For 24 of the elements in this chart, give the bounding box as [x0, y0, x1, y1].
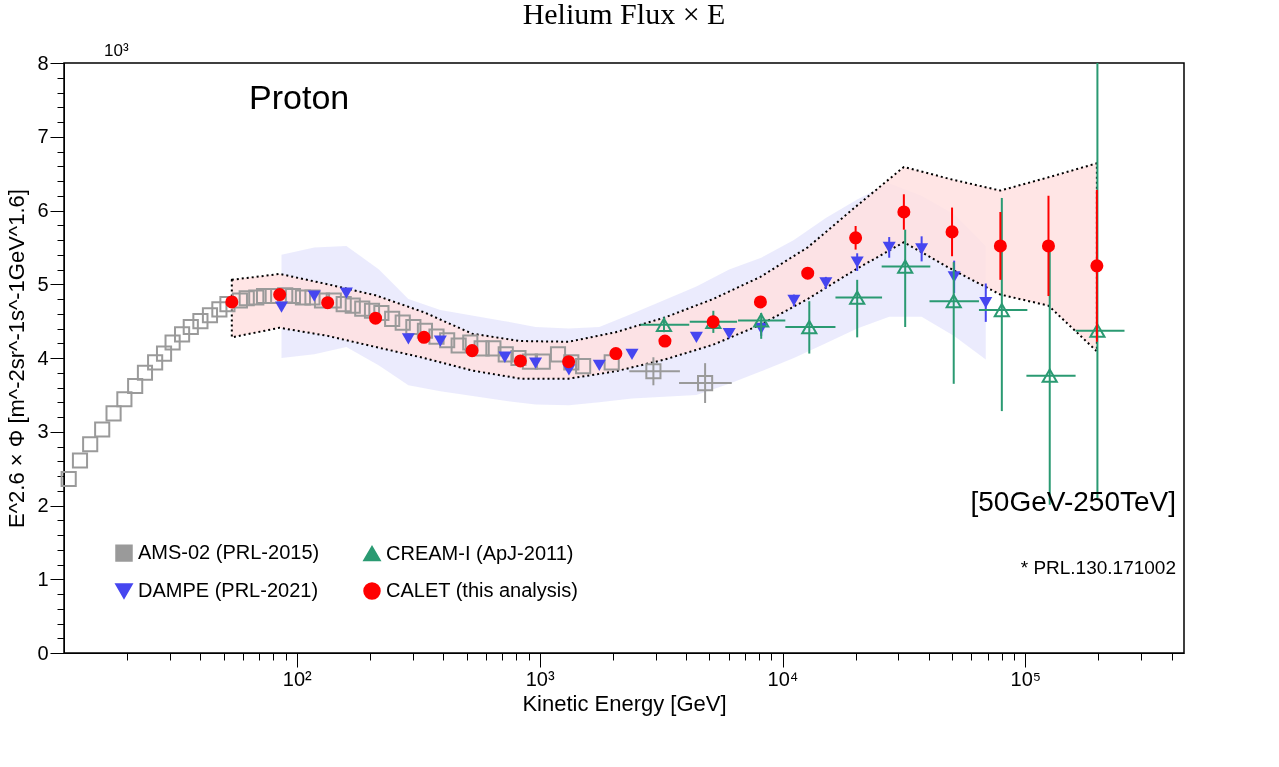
y-tick-label: 8 [37, 51, 49, 74]
x-tick-label: 10⁴ [767, 667, 799, 690]
y-tick-label: 4 [37, 346, 49, 369]
y-tick-label: 7 [37, 125, 49, 148]
text: 10³ [104, 41, 129, 60]
x-tick-label: 10⁵ [1010, 667, 1042, 690]
y-axis-title: E^2.6 × Φ [m^-2sr^-1s^-1GeV^1.6] [4, 189, 30, 528]
x-tick-label: 10² [282, 667, 313, 690]
y-tick-label: 6 [37, 199, 49, 221]
annotation: Proton [249, 78, 350, 116]
annotation: * PRL.130.171002 [1020, 557, 1176, 578]
legend-label: DAMPE (PRL-2021) [138, 579, 319, 601]
legend-label: AMS-02 (PRL-2015) [138, 541, 320, 564]
x-axis-title: Kinetic Energy [GeV] [522, 690, 727, 716]
legend-label: CREAM-I (ApJ-2011) [386, 541, 574, 564]
y-tick-label: 2 [37, 494, 49, 516]
chart-title: Helium Flux × E [522, 0, 726, 30]
legend-label: CALET (this analysis) [386, 579, 578, 601]
y-tick-label: 0 [37, 641, 49, 664]
x-tick-label: 10³ [525, 667, 555, 690]
y-tick-label: 1 [37, 567, 49, 590]
y-tick-label: 5 [37, 272, 49, 295]
y-tick-label: 3 [37, 420, 49, 443]
annotation: [50GeV-250TeV] [970, 486, 1176, 517]
